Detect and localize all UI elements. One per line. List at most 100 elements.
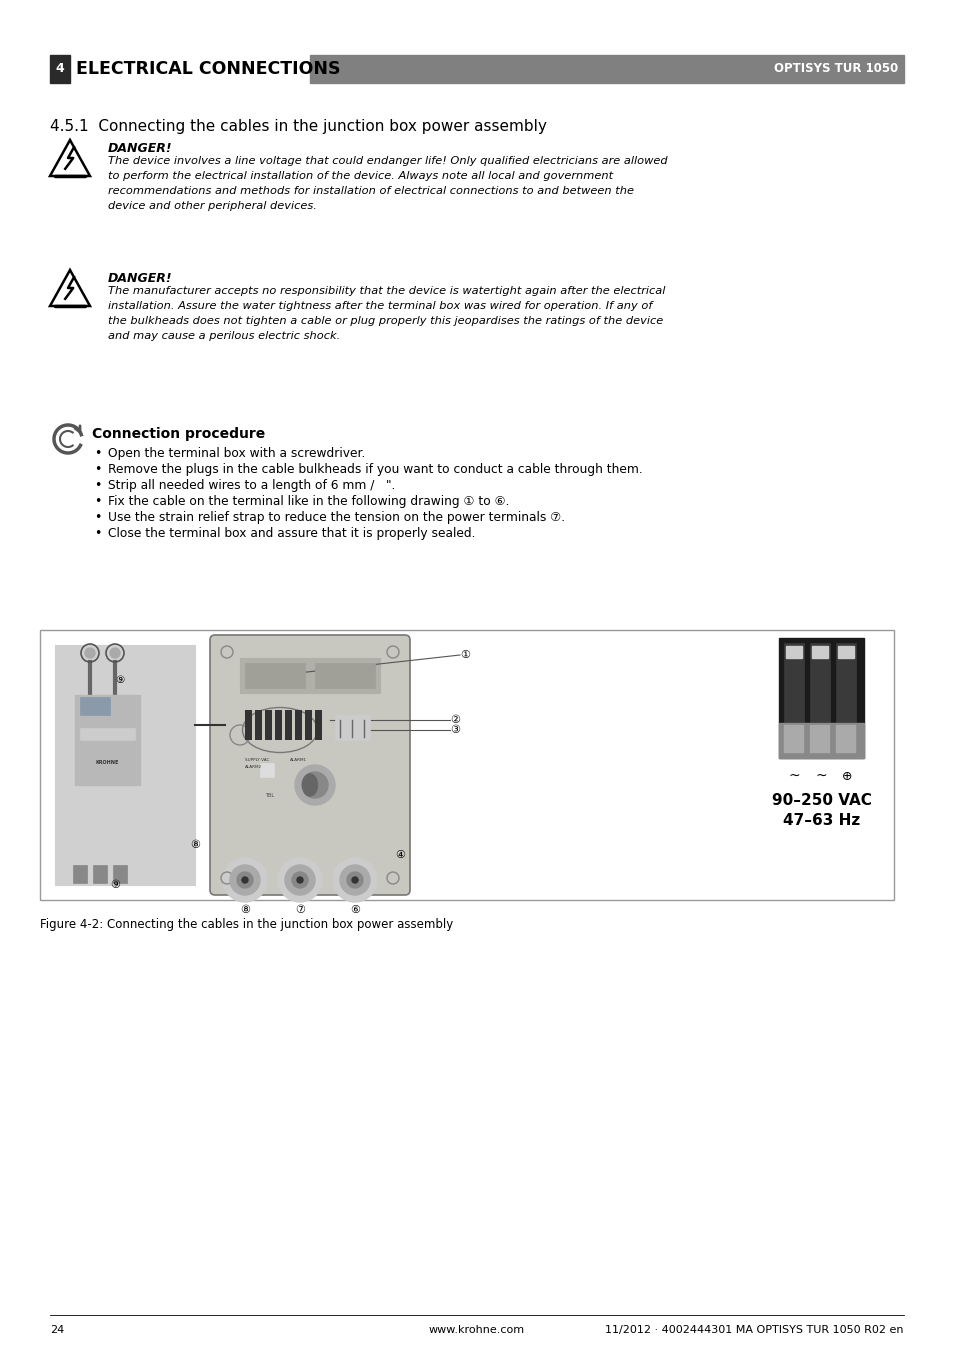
Text: www.krohne.com: www.krohne.com [429, 1324, 524, 1335]
Text: ⑧: ⑧ [190, 840, 200, 850]
Text: ALARM2: ALARM2 [245, 765, 262, 769]
Bar [305, 710, 312, 740]
Circle shape [352, 878, 357, 883]
Text: ⑨: ⑨ [115, 675, 125, 684]
Text: ⑨: ⑨ [110, 880, 120, 890]
Text: •: • [94, 479, 102, 491]
Bar [80, 728, 135, 740]
Bar [294, 710, 302, 740]
Text: ⑧: ⑧ [240, 904, 250, 915]
Bar [314, 710, 322, 740]
Bar [314, 663, 375, 688]
Bar [40, 630, 893, 900]
Text: ELECTRICAL CONNECTIONS: ELECTRICAL CONNECTIONS [76, 59, 340, 78]
Bar [92, 865, 107, 883]
Text: ③: ③ [450, 725, 459, 734]
FancyBboxPatch shape [210, 634, 410, 895]
Circle shape [285, 865, 314, 895]
Bar [245, 663, 305, 688]
Text: The device involves a line voltage that could endanger life! Only qualified elec: The device involves a line voltage that … [108, 157, 667, 166]
Text: ⊕: ⊕ [841, 769, 851, 783]
Bar [335, 716, 370, 740]
Bar [809, 725, 829, 753]
Text: •: • [94, 512, 102, 524]
Circle shape [294, 765, 335, 805]
Text: KROHNE: KROHNE [95, 760, 118, 765]
Text: TBL: TBL [265, 792, 274, 798]
Text: to perform the electrical installation of the device. Always note all local and : to perform the electrical installation o… [108, 171, 613, 181]
Ellipse shape [302, 774, 317, 796]
Text: Fix the cable on the terminal like in the following drawing ① to ⑥.: Fix the cable on the terminal like in th… [108, 495, 509, 508]
Circle shape [277, 859, 322, 902]
Text: SUPPLY VAC: SUPPLY VAC [245, 757, 269, 761]
Bar [265, 710, 272, 740]
Text: •: • [94, 526, 102, 540]
Text: 11/2012 · 4002444301 MA OPTISYS TUR 1050 R02 en: 11/2012 · 4002444301 MA OPTISYS TUR 1050… [605, 1324, 903, 1335]
Text: the bulkheads does not tighten a cable or plug properly this jeopardises the rat: the bulkheads does not tighten a cable o… [108, 316, 662, 325]
Bar [50, 55, 70, 82]
Bar [80, 697, 110, 716]
Text: •: • [94, 463, 102, 477]
Text: 24: 24 [50, 1324, 64, 1335]
Text: DANGER!: DANGER! [108, 271, 172, 285]
Bar [779, 639, 863, 757]
Text: The manufacturer accepts no responsibility that the device is watertight again a: The manufacturer accepts no responsibili… [108, 286, 664, 296]
Text: •: • [94, 495, 102, 508]
Bar [835, 725, 855, 753]
Text: Use the strain relief strap to reduce the tension on the power terminals ⑦.: Use the strain relief strap to reduce th… [108, 512, 564, 524]
Bar [274, 710, 282, 740]
Circle shape [347, 872, 363, 888]
Text: recommendations and methods for installation of electrical connections to and be: recommendations and methods for installa… [108, 186, 634, 196]
Bar [55, 645, 194, 886]
Bar [835, 643, 855, 724]
Circle shape [236, 872, 253, 888]
Bar [73, 865, 87, 883]
Bar [245, 710, 252, 740]
Circle shape [230, 865, 260, 895]
Bar [75, 695, 140, 784]
Circle shape [333, 859, 376, 902]
Circle shape [339, 865, 370, 895]
Text: ⑦: ⑦ [294, 904, 305, 915]
Bar [809, 643, 829, 724]
Bar [285, 710, 292, 740]
Circle shape [296, 878, 303, 883]
Text: 47–63 Hz: 47–63 Hz [782, 813, 860, 828]
Circle shape [242, 878, 248, 883]
Text: Remove the plugs in the cable bulkheads if you want to conduct a cable through t: Remove the plugs in the cable bulkheads … [108, 463, 642, 477]
Text: ~: ~ [787, 769, 799, 783]
Bar [260, 763, 274, 778]
Text: device and other peripheral devices.: device and other peripheral devices. [108, 201, 316, 211]
Circle shape [302, 772, 328, 798]
Text: 90–250 VAC: 90–250 VAC [771, 792, 870, 809]
Text: 4.5.1  Connecting the cables in the junction box power assembly: 4.5.1 Connecting the cables in the junct… [50, 120, 546, 135]
Text: 4: 4 [55, 62, 64, 76]
Bar [112, 865, 127, 883]
Bar [783, 725, 803, 753]
Bar [785, 647, 801, 657]
Text: OPTISYS TUR 1050: OPTISYS TUR 1050 [773, 62, 897, 76]
Text: Strip all needed wires to a length of 6 mm /   ".: Strip all needed wires to a length of 6 … [108, 479, 395, 491]
Text: ALARM1: ALARM1 [290, 757, 307, 761]
Text: Open the terminal box with a screwdriver.: Open the terminal box with a screwdriver… [108, 447, 365, 460]
Text: Figure 4-2: Connecting the cables in the junction box power assembly: Figure 4-2: Connecting the cables in the… [40, 918, 453, 932]
Bar [779, 724, 863, 757]
Text: installation. Assure the water tightness after the terminal box was wired for op: installation. Assure the water tightness… [108, 301, 652, 310]
Text: ②: ② [450, 716, 459, 725]
Text: •: • [94, 447, 102, 460]
Text: Connection procedure: Connection procedure [91, 427, 265, 441]
Text: ⑥: ⑥ [350, 904, 359, 915]
Text: ④: ④ [395, 850, 405, 860]
Text: ~: ~ [814, 769, 826, 783]
Text: and may cause a perilous electric shock.: and may cause a perilous electric shock. [108, 331, 340, 342]
Text: DANGER!: DANGER! [108, 142, 172, 155]
Text: ①: ① [459, 649, 470, 660]
Circle shape [292, 872, 308, 888]
Circle shape [85, 648, 95, 657]
Bar [254, 710, 262, 740]
Circle shape [110, 648, 120, 657]
Text: Close the terminal box and assure that it is properly sealed.: Close the terminal box and assure that i… [108, 526, 475, 540]
Bar [310, 55, 903, 82]
Bar [811, 647, 827, 657]
Bar [240, 657, 379, 693]
